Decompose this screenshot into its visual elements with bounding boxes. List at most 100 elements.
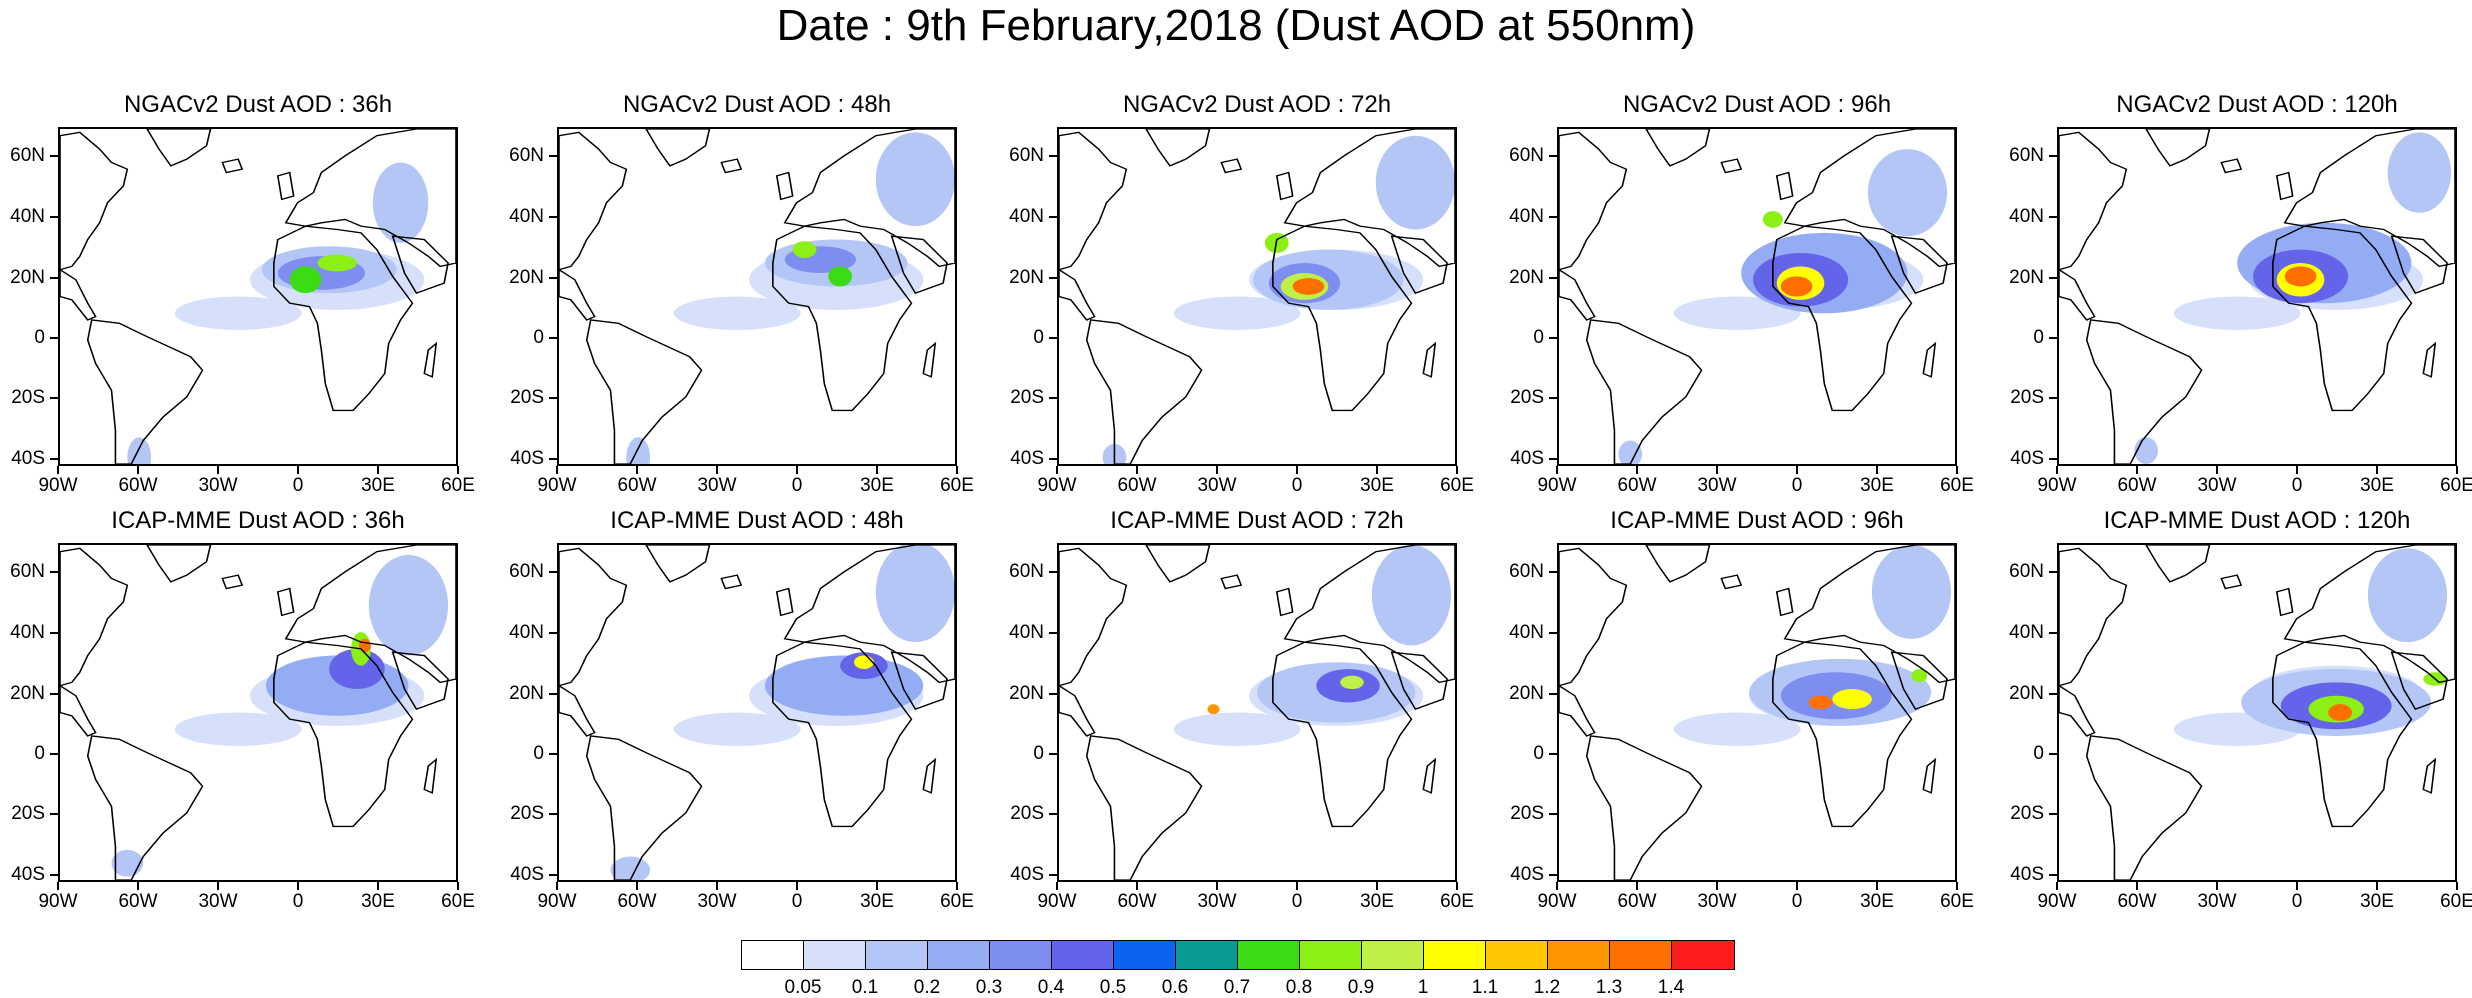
aod-field bbox=[1673, 712, 1801, 746]
map-panel bbox=[2057, 127, 2457, 466]
latitude-label: 60N bbox=[509, 561, 544, 583]
latitude-label: 20S bbox=[1510, 387, 1544, 409]
aod-field bbox=[317, 254, 357, 272]
aod-field bbox=[626, 437, 651, 464]
panel-title: NGACv2 Dust AOD : 72h bbox=[1122, 91, 1392, 118]
latitude-tick bbox=[50, 873, 58, 876]
longitude-tick bbox=[2056, 882, 2058, 890]
panel-title: NGACv2 Dust AOD : 48h bbox=[622, 91, 892, 118]
map-panel bbox=[1057, 127, 1457, 466]
longitude-label: 30W bbox=[1697, 891, 1737, 912]
longitude-label: 60W bbox=[118, 475, 158, 496]
coastline bbox=[1585, 735, 1703, 880]
coastline bbox=[922, 341, 937, 378]
latitude-tick bbox=[549, 397, 557, 400]
latitude-label: 60N bbox=[10, 561, 45, 583]
coastline bbox=[1922, 341, 1937, 378]
dust-aod-map bbox=[2059, 545, 2455, 880]
longitude-tick bbox=[1956, 882, 1958, 890]
dust-aod-map bbox=[2059, 129, 2455, 464]
latitude-tick bbox=[2049, 752, 2057, 755]
latitude-tick bbox=[2049, 692, 2057, 695]
latitude-label: 40N bbox=[1009, 206, 1044, 228]
longitude-label: 30W bbox=[697, 891, 737, 912]
coastline bbox=[1890, 651, 1948, 711]
longitude-tick bbox=[2296, 882, 2298, 890]
latitude-tick bbox=[549, 873, 557, 876]
coastline bbox=[1559, 131, 1628, 271]
longitude-tick bbox=[1716, 466, 1718, 474]
dust-aod-map bbox=[60, 545, 456, 880]
longitude-tick bbox=[57, 466, 59, 474]
colorbar-label: 0.5 bbox=[1099, 977, 1127, 998]
coastline bbox=[720, 158, 743, 174]
colorbar-swatch bbox=[1361, 940, 1425, 970]
longitude-label: 60E bbox=[1940, 891, 1974, 912]
latitude-label: 20N bbox=[1509, 266, 1544, 288]
latitude-tick bbox=[549, 692, 557, 695]
longitude-tick bbox=[2136, 882, 2138, 890]
aod-field bbox=[1173, 296, 1301, 330]
colorbar-label: 0.8 bbox=[1285, 977, 1313, 998]
latitude-tick bbox=[1049, 336, 1057, 339]
latitude-tick bbox=[2049, 216, 2057, 219]
longitude-tick bbox=[297, 882, 299, 890]
aod-field bbox=[1618, 440, 1643, 464]
latitude-label: 20N bbox=[2009, 266, 2044, 288]
longitude-tick bbox=[796, 466, 798, 474]
longitude-label: 30W bbox=[2197, 891, 2237, 912]
latitude-tick bbox=[50, 216, 58, 219]
longitude-label: 30W bbox=[2197, 475, 2237, 496]
longitude-tick bbox=[1376, 466, 1378, 474]
latitude-label: 60N bbox=[1509, 561, 1544, 583]
coastline bbox=[60, 547, 129, 687]
longitude-tick bbox=[297, 466, 299, 474]
aod-field bbox=[127, 437, 152, 464]
colorbar-swatch bbox=[865, 940, 929, 970]
longitude-tick bbox=[2456, 466, 2458, 474]
longitude-label: 60W bbox=[617, 475, 657, 496]
latitude-tick bbox=[1049, 216, 1057, 219]
map-panel bbox=[1557, 543, 1957, 882]
longitude-tick bbox=[1876, 882, 1878, 890]
latitude-tick bbox=[549, 155, 557, 158]
latitude-label: 40S bbox=[1510, 447, 1544, 469]
latitude-tick bbox=[1549, 397, 1557, 400]
coastline bbox=[559, 684, 596, 737]
latitude-tick bbox=[2049, 276, 2057, 279]
longitude-tick bbox=[457, 882, 459, 890]
coastline bbox=[273, 641, 414, 828]
longitude-tick bbox=[556, 466, 558, 474]
coastline bbox=[1422, 341, 1437, 378]
dust-aod-map bbox=[1059, 129, 1455, 464]
longitude-label: 0 bbox=[2291, 891, 2303, 912]
latitude-label: 20N bbox=[1009, 682, 1044, 704]
aod-field bbox=[174, 712, 302, 746]
latitude-tick bbox=[50, 397, 58, 400]
longitude-label: 60E bbox=[940, 475, 974, 496]
longitude-tick bbox=[876, 882, 878, 890]
longitude-tick bbox=[377, 882, 379, 890]
latitude-label: 20S bbox=[510, 803, 544, 825]
dust-aod-map bbox=[559, 129, 955, 464]
coastline bbox=[585, 735, 703, 880]
coastline bbox=[276, 171, 295, 201]
latitude-tick bbox=[549, 457, 557, 460]
latitude-tick bbox=[50, 752, 58, 755]
longitude-label: 30E bbox=[1360, 891, 1394, 912]
aod-field bbox=[358, 638, 371, 653]
longitude-tick bbox=[716, 882, 718, 890]
latitude-label: 20N bbox=[10, 682, 45, 704]
latitude-label: 40S bbox=[1010, 447, 1044, 469]
coastline bbox=[1559, 684, 1596, 737]
colorbar-swatch bbox=[1113, 940, 1177, 970]
colorbar-swatch bbox=[1051, 940, 1115, 970]
longitude-label: 60W bbox=[1117, 475, 1157, 496]
latitude-label: 20N bbox=[1009, 266, 1044, 288]
aod-field bbox=[1340, 675, 1364, 690]
coastline bbox=[2422, 757, 2437, 794]
coastline bbox=[221, 574, 244, 590]
aod-field bbox=[2367, 548, 2448, 643]
longitude-label: 0 bbox=[791, 475, 803, 496]
longitude-label: 0 bbox=[292, 475, 304, 496]
